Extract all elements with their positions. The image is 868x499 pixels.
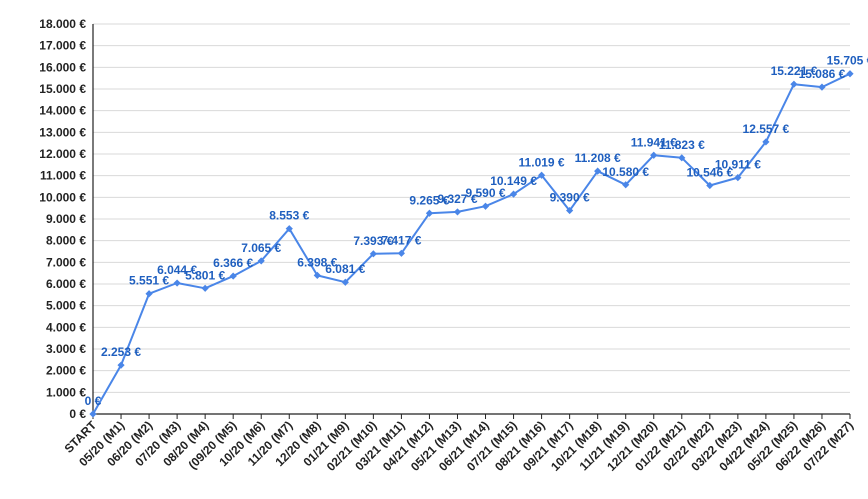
data-label: 9.265 € <box>409 193 449 207</box>
data-point <box>341 278 349 286</box>
data-point <box>846 70 854 78</box>
y-tick-label: 11.000 € <box>40 169 86 183</box>
data-label: 11.019 € <box>519 155 565 169</box>
data-point <box>425 209 434 217</box>
y-tick-label: 13.000 € <box>39 125 86 139</box>
y-axis-tick-labels: 0 € 1.000 € 2.000 € 3.000 € 4.000 € 5.000 € 6.… <box>39 17 86 421</box>
y-tick-label: 5.000 € <box>46 299 86 313</box>
y-tick-label: 10.000 € <box>39 190 86 204</box>
data-point <box>566 206 574 215</box>
data-label: 7.417 € <box>381 233 421 247</box>
y-tick-label: 9.000 € <box>46 212 86 226</box>
data-point <box>678 154 686 162</box>
data-point <box>790 80 798 88</box>
y-tick-label: 1.000 € <box>46 385 86 399</box>
data-label: 15.221 € <box>771 64 818 78</box>
data-label: 12.557 € <box>743 122 790 136</box>
series-line <box>92 72 851 415</box>
data-point <box>706 181 714 190</box>
data-points <box>89 70 854 418</box>
y-tick-label: 18.000 € <box>39 17 86 31</box>
axes <box>92 24 850 415</box>
data-label: 10.580 € <box>602 165 649 179</box>
y-tick-label: 16.000 € <box>39 60 86 74</box>
gridlines <box>93 23 850 393</box>
data-label: 9.590 € <box>465 186 505 200</box>
data-label: 15.086 € <box>799 67 846 81</box>
data-label: 10.911 € <box>715 158 761 172</box>
data-label: 7.065 € <box>241 241 281 255</box>
data-point <box>285 225 293 233</box>
data-label: 11.941 € <box>631 135 677 149</box>
data-point <box>650 151 658 159</box>
data-label: 9.390 € <box>550 191 590 205</box>
data-point <box>313 271 321 279</box>
data-point <box>453 208 462 216</box>
data-label: 5.551 € <box>129 274 169 288</box>
data-label: 9.327 € <box>437 192 477 206</box>
data-point <box>509 190 518 198</box>
data-label: 10.546 € <box>686 166 733 180</box>
data-label: 5.801 € <box>185 268 225 282</box>
y-tick-label: 17.000 € <box>39 39 86 53</box>
y-tick-label: 14.000 € <box>39 104 86 118</box>
data-label: 0 € <box>85 394 102 408</box>
series-polyline <box>92 72 851 415</box>
data-label: 6.366 € <box>213 256 253 270</box>
y-tick-label: 2.000 € <box>46 364 86 378</box>
data-label: 8.553 € <box>269 209 309 223</box>
data-label: 11.208 € <box>575 151 621 165</box>
data-labels: 0 €2.253 €5.551 €6.044 €5.801 €6.366 €7.… <box>85 54 868 408</box>
data-point <box>762 138 770 146</box>
data-point <box>537 171 546 179</box>
data-point <box>734 173 742 182</box>
y-tick-label: 15.000 € <box>39 82 86 96</box>
data-point <box>369 250 377 258</box>
data-point <box>481 202 490 210</box>
data-label: 11.823 € <box>659 138 705 152</box>
data-point <box>397 249 406 257</box>
data-point <box>594 167 602 175</box>
y-tick-label: 4.000 € <box>46 320 86 334</box>
data-point <box>173 279 181 287</box>
data-point <box>117 361 125 369</box>
data-label: 6.398 € <box>297 255 337 269</box>
y-tick-label: 6.000 € <box>46 277 86 291</box>
data-label: 10.149 € <box>490 174 537 188</box>
y-tick-label: 8.000 € <box>46 234 86 248</box>
data-point <box>818 83 826 91</box>
y-tick-label: 3.000 € <box>46 342 86 356</box>
data-label: 6.044 € <box>157 263 197 277</box>
data-point <box>145 290 153 298</box>
y-tick-label: 12.000 € <box>39 147 86 161</box>
data-label: 6.081 € <box>325 262 365 276</box>
data-label: 2.253 € <box>101 345 141 359</box>
data-label: 7.393 € <box>353 234 393 248</box>
data-point <box>89 410 97 418</box>
y-tick-label: 0 € <box>69 407 86 421</box>
data-label: 15.705 € <box>827 54 868 68</box>
y-tick-label: 7.000 € <box>46 255 86 269</box>
data-point <box>257 257 265 265</box>
data-point <box>229 272 237 280</box>
data-point <box>201 284 209 292</box>
data-point <box>622 181 630 189</box>
